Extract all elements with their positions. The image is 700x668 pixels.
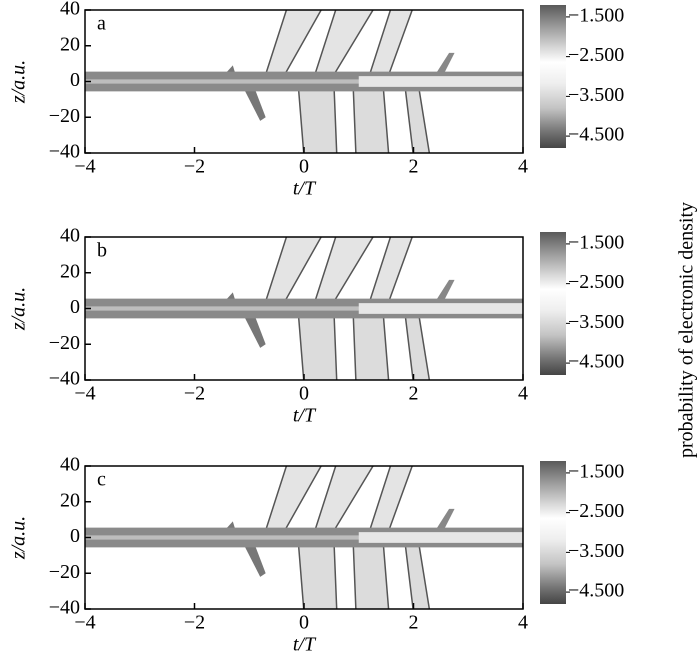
y-tick-label: −20 (49, 105, 80, 127)
density-feature (264, 466, 323, 532)
colorbar (540, 5, 566, 148)
density-feature (435, 52, 455, 75)
x-tick-label: 4 (518, 156, 528, 178)
density-feature (352, 314, 390, 380)
x-tick-label: 0 (299, 156, 309, 178)
colorbar-tick-label: −2.500 (568, 500, 624, 522)
density-feature (358, 532, 523, 543)
density-map (85, 237, 523, 380)
x-tick-label: 2 (409, 612, 419, 634)
x-axis-label: t/T (293, 634, 317, 656)
density-feature (358, 76, 523, 87)
density-feature (243, 88, 266, 121)
colorbar-tick-label: −1.500 (568, 232, 624, 254)
y-tick-label: 40 (60, 454, 80, 476)
colorbar (540, 232, 566, 375)
colorbar-tick-label: −4.500 (568, 580, 624, 602)
y-tick-label: 0 (70, 296, 80, 318)
x-tick-label: 4 (518, 612, 528, 634)
density-feature (243, 315, 266, 348)
y-tick-label: 20 (60, 260, 80, 282)
density-feature (264, 10, 323, 76)
density-feature (435, 508, 455, 531)
colorbar-tick-label: −2.500 (568, 271, 624, 293)
colorbar-label: probability of electronic density (676, 202, 698, 458)
y-axis-label: z/a.u. (8, 287, 30, 331)
y-axis-label: z/a.u. (8, 60, 30, 104)
colorbar-tick-label: −4.500 (568, 124, 624, 146)
y-tick-label: −20 (49, 332, 80, 354)
y-tick-label: 20 (60, 489, 80, 511)
panel-label: c (97, 469, 106, 491)
y-axis-label: z/a.u. (8, 516, 30, 560)
density-feature (368, 237, 414, 303)
density-feature (243, 544, 266, 577)
x-tick-label: −2 (184, 383, 205, 405)
density-feature (352, 87, 390, 153)
density-feature (313, 466, 374, 532)
x-tick-label: 2 (409, 383, 419, 405)
density-map (85, 10, 523, 153)
density-feature (264, 237, 323, 303)
y-tick-label: −40 (49, 597, 80, 619)
x-tick-label: −2 (184, 156, 205, 178)
density-feature (297, 543, 338, 609)
x-axis-label: t/T (293, 178, 317, 200)
x-tick-label: −4 (74, 156, 95, 178)
density-feature (358, 303, 523, 314)
density-feature (297, 87, 338, 153)
y-tick-label: 20 (60, 33, 80, 55)
x-tick-label: 2 (409, 156, 419, 178)
density-feature (313, 10, 374, 76)
density-feature (368, 466, 414, 532)
y-tick-label: −40 (49, 368, 80, 390)
density-feature (435, 279, 455, 302)
density-map (85, 466, 523, 609)
y-tick-label: 40 (60, 0, 80, 20)
colorbar-tick-label: −1.500 (568, 461, 624, 483)
y-tick-label: −40 (49, 141, 80, 163)
y-tick-label: 40 (60, 225, 80, 247)
x-tick-label: −4 (74, 612, 95, 634)
colorbar-tick-label: −3.500 (568, 84, 624, 106)
density-feature (404, 543, 431, 609)
y-tick-label: 0 (70, 69, 80, 91)
density-feature (404, 87, 431, 153)
x-tick-label: 4 (518, 383, 528, 405)
density-feature (368, 10, 414, 76)
colorbar-tick-label: −3.500 (568, 311, 624, 333)
panel-label: b (97, 240, 107, 262)
colorbar-tick-label: −2.500 (568, 44, 624, 66)
x-axis-label: t/T (293, 405, 317, 427)
colorbar (540, 461, 566, 604)
density-feature (313, 237, 374, 303)
x-tick-label: 0 (299, 383, 309, 405)
x-tick-label: −2 (184, 612, 205, 634)
x-tick-label: −4 (74, 383, 95, 405)
panel-label: a (97, 13, 106, 35)
density-feature (352, 543, 390, 609)
density-feature (297, 314, 338, 380)
x-tick-label: 0 (299, 612, 309, 634)
density-feature (404, 314, 431, 380)
colorbar-tick-label: −4.500 (568, 351, 624, 373)
colorbar-tick-label: −1.500 (568, 5, 624, 27)
y-tick-label: 0 (70, 525, 80, 547)
colorbar-tick-label: −3.500 (568, 540, 624, 562)
y-tick-label: −20 (49, 561, 80, 583)
